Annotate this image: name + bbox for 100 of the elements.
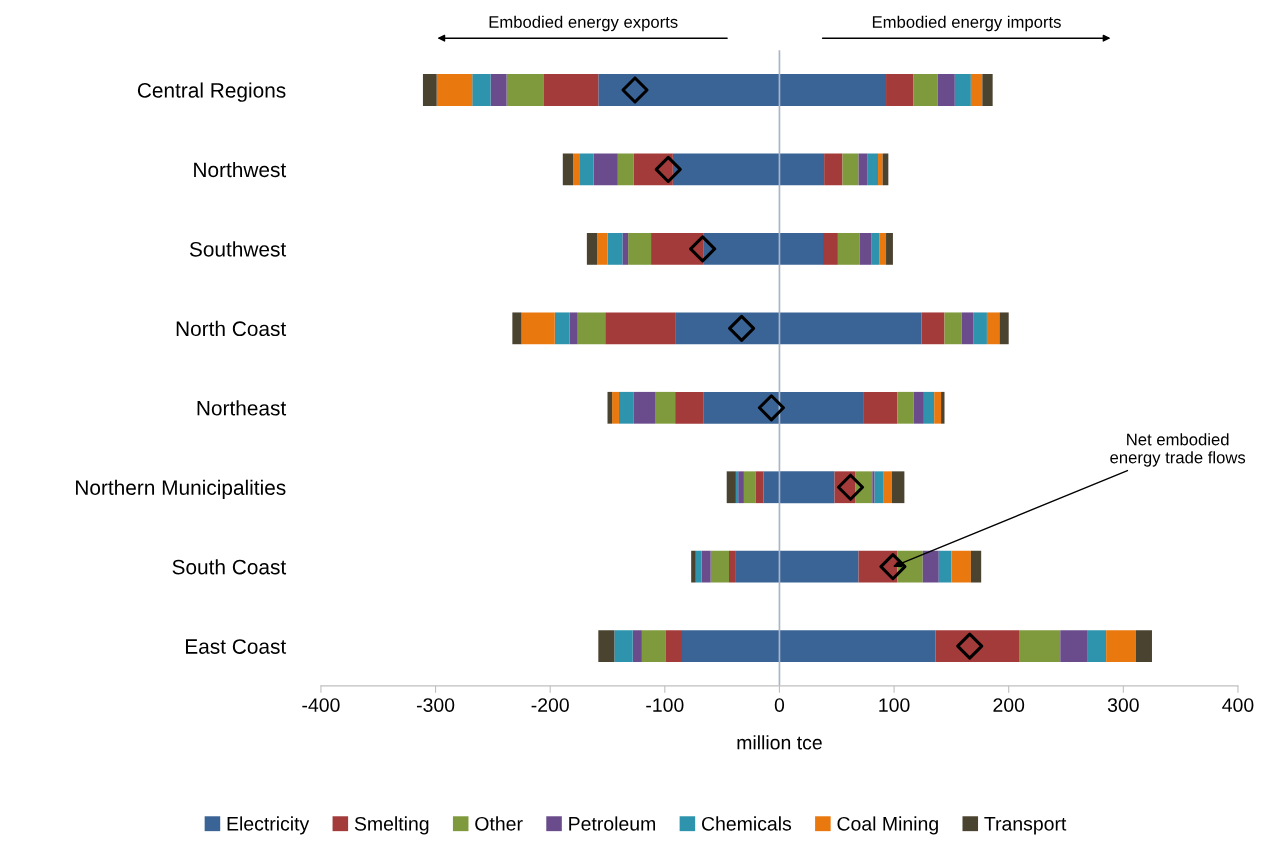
bar [944, 312, 962, 345]
bar [883, 471, 892, 504]
legend-label: Petroleum [569, 816, 656, 831]
bar [612, 391, 619, 424]
bar [506, 74, 544, 106]
y-tick-label: East Coast [186, 639, 287, 654]
bar [586, 233, 598, 265]
legend-label: Transport [984, 817, 1067, 835]
bar [632, 630, 642, 663]
bar [867, 153, 879, 186]
bar [628, 233, 652, 265]
point [621, 76, 649, 104]
bar [569, 312, 578, 345]
bar [738, 471, 744, 504]
x-tick-label: 300 [1107, 698, 1139, 712]
bar [982, 74, 993, 106]
y-tick-label: Northwest [194, 161, 287, 178]
bar [897, 391, 914, 424]
bar [859, 233, 872, 265]
bar [878, 153, 883, 186]
bar [935, 630, 1020, 663]
point [879, 553, 907, 581]
bar [665, 630, 683, 663]
bar [938, 550, 952, 583]
x-axis-title: million tce [737, 735, 822, 750]
point [654, 155, 682, 183]
bar [923, 391, 935, 424]
bar [710, 550, 729, 583]
bar [607, 233, 623, 265]
bar [837, 233, 860, 265]
bar [755, 471, 764, 504]
annotation: Net embodied energy trade flows [1110, 433, 1246, 467]
bar [863, 391, 898, 424]
bar [886, 233, 893, 265]
x-tick-label: -100 [646, 698, 684, 712]
bar [617, 153, 634, 186]
text: Embodied energy exports [489, 15, 678, 32]
bar [921, 312, 945, 345]
x-tick-label: 400 [1222, 698, 1254, 712]
bar [986, 312, 1000, 345]
bar [554, 312, 570, 345]
legend-label: Smelting [354, 816, 429, 835]
bar [422, 74, 437, 106]
bar [743, 471, 756, 504]
bar [1135, 630, 1152, 663]
bar [954, 74, 971, 106]
x-tick-label: -400 [302, 698, 340, 712]
bar [824, 153, 843, 186]
bar [872, 471, 875, 504]
bar [701, 550, 711, 583]
bar [593, 153, 618, 186]
text: Embodied energy imports [872, 15, 1061, 32]
bar [1087, 630, 1107, 663]
y-tick-label: North Coast [176, 320, 287, 337]
bar [842, 153, 859, 186]
bar [607, 391, 613, 424]
bar [999, 312, 1009, 345]
bar [512, 312, 522, 345]
bar [573, 153, 580, 186]
bar [858, 153, 868, 186]
bar [951, 550, 971, 583]
bar [641, 630, 666, 663]
bar [941, 391, 945, 424]
bar [655, 391, 676, 424]
y-tick-label: Northern Municipalities [76, 479, 286, 500]
bar [597, 233, 608, 265]
bar [490, 74, 507, 106]
bar [937, 74, 955, 106]
bar [922, 550, 939, 583]
x-tick-label: 0 [774, 698, 785, 712]
point [757, 394, 785, 422]
bar [651, 233, 704, 265]
bar [521, 312, 555, 345]
bar [891, 471, 905, 504]
y-tick-label: South Coast [172, 559, 287, 575]
bar [543, 74, 599, 106]
bar [436, 74, 473, 106]
bar [1060, 630, 1088, 663]
y-tick-label: Central Regions [137, 82, 286, 102]
bar [618, 391, 634, 424]
bar [886, 74, 914, 106]
bar [729, 550, 736, 583]
bar [970, 550, 982, 583]
bar [1106, 630, 1136, 663]
legend-label: Chemicals [701, 816, 792, 831]
bar [823, 233, 838, 265]
bar [961, 312, 974, 345]
bar [633, 391, 656, 424]
bar [871, 233, 880, 265]
bar [726, 471, 736, 504]
bar [913, 391, 924, 424]
x-tick-label: -300 [416, 698, 455, 712]
y-tick-label: Southwest [189, 241, 287, 257]
bar [973, 312, 987, 345]
x-tick-label: 100 [879, 698, 910, 712]
y-tick-label: Northeast [197, 400, 287, 416]
bar [879, 233, 887, 265]
legend-label: Electricity [227, 816, 310, 835]
bar [562, 153, 574, 186]
bar [605, 312, 676, 345]
